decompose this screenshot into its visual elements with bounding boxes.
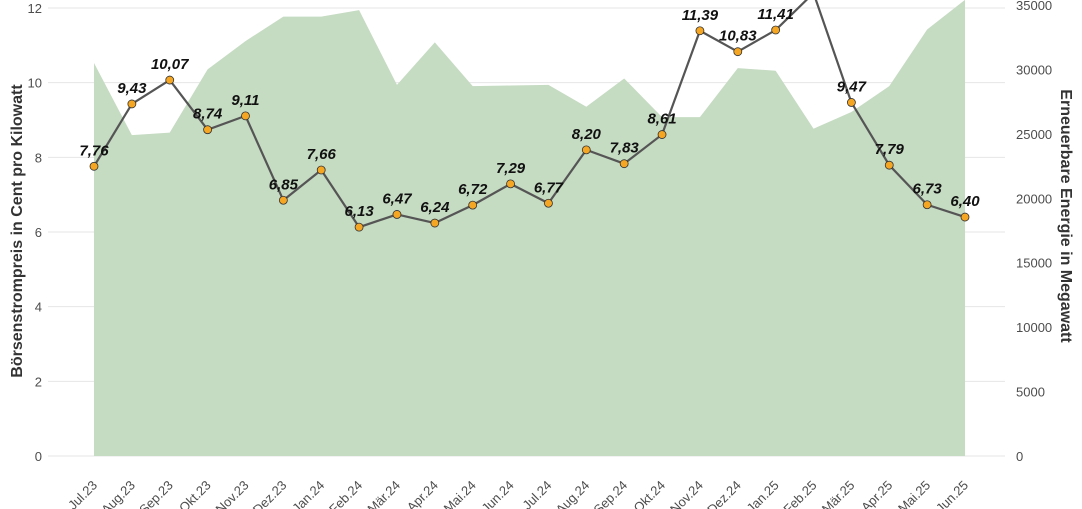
x-tick-label: Jul.24	[519, 478, 554, 509]
data-label: 7,83	[610, 140, 640, 157]
x-tick-label: Dez.23	[250, 478, 290, 509]
data-point	[960, 212, 970, 222]
data-label: 8,74	[193, 106, 223, 123]
left-tick-label: 6	[35, 225, 42, 240]
x-tick-label: Sep.23	[136, 478, 176, 509]
data-label: 7,76	[79, 142, 109, 159]
data-label: 7,29	[496, 160, 526, 177]
data-point	[884, 160, 894, 170]
data-label: 6,77	[534, 179, 564, 196]
data-point	[203, 125, 213, 135]
x-tick-label: Okt.23	[176, 478, 214, 509]
data-point	[278, 195, 288, 205]
data-label: 6,40	[950, 193, 980, 210]
data-label: 6,72	[458, 181, 488, 198]
data-label: 9,11	[231, 92, 259, 109]
data-label: 11,39	[682, 7, 719, 24]
right-tick-label: 35000	[1016, 0, 1052, 13]
data-label: 6,13	[344, 203, 374, 220]
data-point	[316, 165, 326, 175]
right-tick-label: 5000	[1016, 385, 1045, 400]
price-line	[93, 0, 966, 229]
left-axis-ticks: 0 2 4 6 8 10 12	[28, 1, 42, 464]
data-point	[846, 98, 856, 107]
data-point	[468, 200, 478, 210]
right-tick-label: 25000	[1016, 127, 1052, 142]
data-point	[392, 210, 402, 219]
data-label: 9,47	[837, 78, 867, 95]
x-tick-label: Sep.24	[591, 478, 631, 509]
x-tick-label: Nov.24	[667, 478, 706, 509]
data-point	[657, 130, 667, 139]
data-label: 8,20	[572, 126, 602, 143]
data-point	[733, 47, 743, 57]
data-point	[89, 161, 99, 171]
data-label: 8,61	[647, 111, 676, 128]
data-point	[127, 99, 137, 109]
left-tick-label: 8	[35, 150, 42, 165]
x-tick-label: Apr.25	[858, 478, 895, 509]
data-point	[619, 159, 629, 169]
data-point	[771, 25, 781, 35]
data-label: 6,24	[420, 199, 450, 216]
x-tick-label: Nov.23	[213, 478, 252, 509]
data-label: 7,79	[875, 141, 905, 158]
x-tick-label: Jan.25	[744, 478, 782, 509]
data-label: 10,83	[719, 28, 757, 45]
left-tick-label: 4	[35, 300, 42, 315]
right-axis-ticks: 0 5000 10000 15000 20000 25000 30000 35000	[1016, 0, 1052, 464]
left-axis-title: Börsenstrompreis in Cent pro Kilowatt	[9, 84, 26, 378]
data-point	[430, 218, 440, 228]
x-tick-label: Feb.24	[326, 478, 365, 509]
area-fill	[94, 0, 965, 456]
data-point	[581, 145, 591, 155]
right-tick-label: 15000	[1016, 256, 1052, 271]
x-tick-label: Aug.23	[98, 478, 138, 509]
price-line-path	[93, 0, 966, 229]
x-tick-label: Jun.24	[478, 478, 516, 509]
data-label: 10,07	[151, 56, 189, 73]
data-point	[165, 75, 175, 85]
x-tick-label: Mär.25	[819, 478, 858, 509]
x-tick-label: Mär.24	[364, 478, 403, 509]
price-points	[89, 25, 970, 232]
left-tick-label: 0	[35, 449, 42, 464]
data-label: 11,41	[757, 6, 793, 23]
right-axis-title: Erneuerbare Energie in Megawatt	[1057, 89, 1074, 343]
x-tick-label: Feb.25	[780, 478, 819, 509]
left-tick-label: 10	[28, 76, 42, 91]
x-tick-label: Jan.24	[289, 478, 327, 509]
x-tick-label: Mai.25	[895, 478, 933, 509]
data-point	[506, 179, 515, 189]
right-tick-label: 0	[1016, 449, 1023, 464]
data-point	[922, 200, 932, 210]
data-point	[544, 198, 553, 208]
x-tick-label: Apr.24	[404, 478, 441, 509]
left-tick-label: 2	[35, 374, 42, 389]
data-label: 6,73	[913, 181, 943, 198]
right-tick-label: 30000	[1016, 62, 1052, 77]
x-tick-label: Dez.24	[704, 478, 744, 509]
data-label: 6,85	[269, 176, 299, 193]
data-label: 7,66	[307, 146, 337, 163]
data-label: 9,43	[117, 80, 147, 97]
x-tick-label: Mai.24	[441, 478, 479, 509]
data-point	[241, 111, 250, 121]
x-tick-label: Aug.24	[553, 478, 593, 509]
x-tick-label: Jul.23	[65, 478, 100, 509]
renewable-energy-area	[94, 0, 965, 456]
left-tick-label: 12	[28, 1, 42, 16]
x-tick-label: Jun.25	[933, 478, 971, 509]
data-point	[354, 222, 364, 232]
data-point	[695, 26, 705, 36]
right-tick-label: 10000	[1016, 320, 1052, 335]
right-tick-label: 20000	[1016, 191, 1052, 206]
x-tick-label: Okt.24	[630, 478, 668, 509]
data-label: 6,47	[382, 190, 412, 207]
